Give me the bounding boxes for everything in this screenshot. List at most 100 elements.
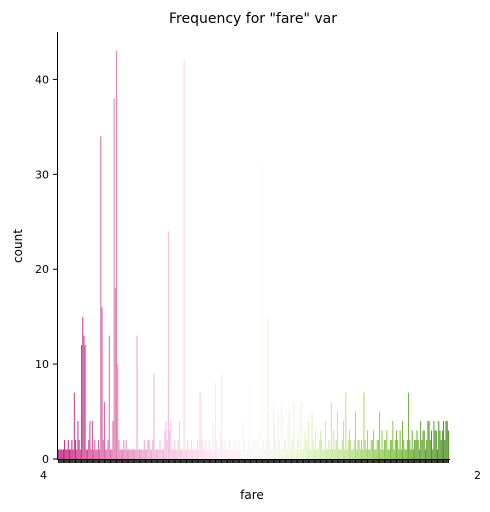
bar (148, 440, 150, 459)
bar (129, 449, 131, 459)
bar (299, 449, 301, 459)
bar (257, 440, 259, 459)
bar (429, 440, 431, 459)
bar (258, 430, 260, 459)
bar (211, 449, 213, 459)
bar (228, 440, 230, 459)
bar (97, 440, 99, 459)
bar (252, 440, 254, 459)
bar (375, 449, 377, 459)
bar (254, 449, 256, 459)
bar (342, 421, 344, 459)
bar (122, 449, 124, 459)
bar (391, 440, 393, 459)
bar (295, 449, 297, 459)
bar (194, 449, 196, 459)
bar (265, 440, 267, 459)
bar (439, 430, 441, 459)
bar (202, 449, 204, 459)
bar (132, 449, 134, 459)
bar (327, 449, 329, 459)
bar (304, 430, 306, 459)
bar (408, 392, 410, 459)
bar (443, 421, 445, 459)
bar (146, 449, 148, 459)
y-tick-label: 10 (35, 358, 49, 371)
bar (66, 449, 68, 459)
bar (200, 392, 202, 459)
bar (416, 430, 418, 459)
y-tick-label: 0 (42, 453, 49, 466)
bar (280, 449, 282, 459)
bar (219, 430, 221, 459)
bar (248, 383, 250, 459)
bar (432, 449, 434, 459)
bar (353, 440, 355, 459)
bar (96, 449, 98, 459)
bar (164, 430, 166, 459)
bar (231, 449, 233, 459)
bar (242, 421, 244, 459)
bar (114, 288, 116, 459)
bar (100, 136, 102, 459)
bar (84, 345, 86, 459)
bar (381, 430, 383, 459)
bar (134, 449, 136, 459)
bar (173, 440, 175, 459)
bar (393, 449, 395, 459)
bar (335, 440, 337, 459)
bar (364, 440, 366, 459)
bar (440, 440, 442, 459)
bar (334, 449, 336, 459)
bar (105, 449, 107, 459)
bar (117, 364, 119, 459)
bar (82, 316, 84, 459)
bar (410, 449, 412, 459)
bar (237, 449, 239, 459)
bar (312, 440, 314, 459)
bar (222, 440, 224, 459)
bar (275, 440, 277, 459)
bar (153, 373, 155, 459)
chart-title: Frequency for "fare" var (169, 11, 337, 27)
bar (373, 430, 375, 459)
bar (245, 449, 247, 459)
bar (210, 449, 212, 459)
bar (90, 449, 92, 459)
bar (447, 430, 449, 459)
bar (298, 430, 300, 459)
bar (441, 430, 443, 459)
bar (387, 449, 389, 459)
bar (277, 411, 279, 459)
bar (253, 440, 255, 459)
bar (112, 421, 114, 459)
bar (291, 440, 292, 459)
bar (377, 440, 379, 459)
bar (213, 449, 215, 459)
bar (263, 440, 265, 459)
bar (297, 440, 299, 459)
bar (95, 449, 97, 459)
bar (102, 440, 104, 459)
bar (130, 449, 132, 459)
bar (418, 449, 420, 459)
bar (351, 449, 353, 459)
bar (59, 449, 61, 459)
bar (111, 449, 113, 459)
bar (412, 449, 414, 459)
bar (175, 449, 177, 459)
bar (81, 345, 83, 459)
bar (323, 449, 325, 459)
bar (251, 449, 253, 459)
bar (396, 430, 397, 459)
bar (70, 449, 72, 459)
bar (141, 449, 143, 459)
bar (225, 449, 227, 459)
x-tick-label-first: 4 (40, 469, 47, 482)
bar (147, 440, 149, 459)
bar (212, 421, 214, 459)
bar (101, 307, 103, 459)
bar (65, 449, 67, 459)
bar (256, 449, 257, 459)
